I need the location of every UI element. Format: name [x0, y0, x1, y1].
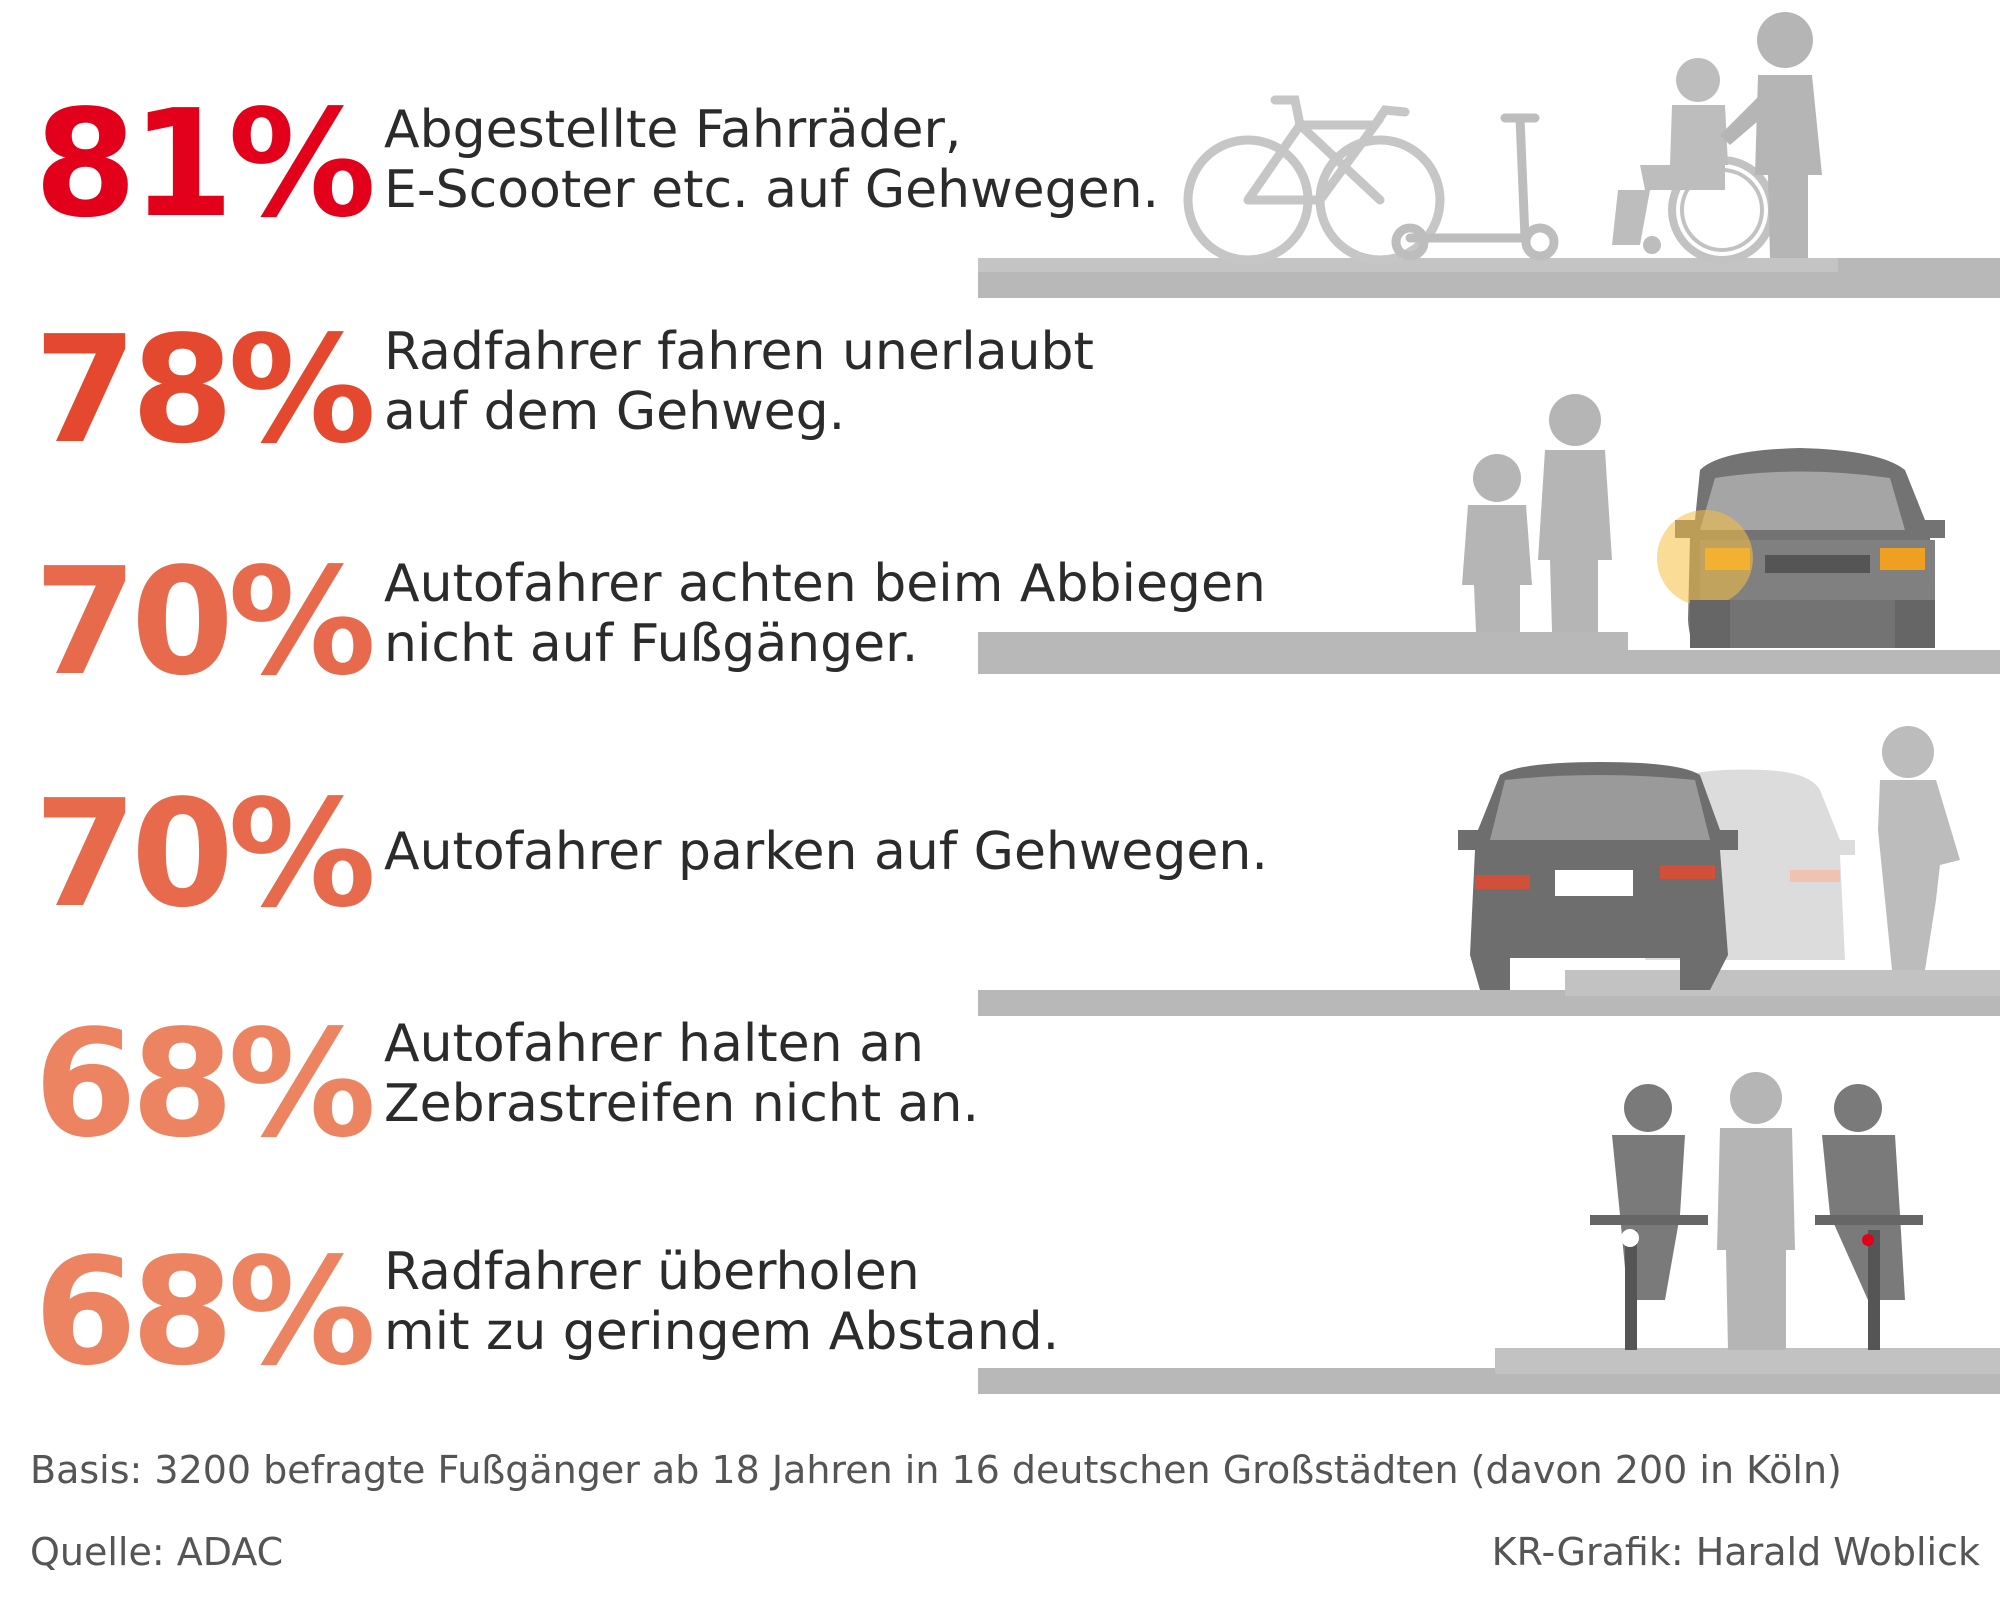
cyclist-icon: [1590, 1084, 1708, 1350]
stat-description: Radfahrer überholen mit zu geringem Abst…: [384, 1242, 1060, 1362]
credit-note: KR-Grafik: Harald Woblick: [1491, 1530, 1980, 1574]
stat-description: Radfahrer fahren unerlaubt auf dem Gehwe…: [384, 322, 1094, 442]
percent-value: 78%: [34, 304, 376, 476]
percent-value: 68%: [34, 998, 376, 1170]
percent-value: 70%: [34, 768, 376, 940]
sidewalk-2: [978, 650, 2000, 674]
e-scooter-icon: [1391, 113, 1559, 261]
pedestrian-icon: [1878, 726, 1960, 970]
source-note: Quelle: ADAC: [30, 1530, 284, 1574]
stat-description: Autofahrer achten beim Abbiegen nicht au…: [384, 554, 1266, 674]
cyclist-icon: [1815, 1084, 1923, 1350]
pedestrian-icon: [1717, 1072, 1795, 1350]
pedestrian-icon: [1462, 394, 1612, 632]
percent-value: 70%: [34, 536, 376, 708]
pedestrian-icon: [1720, 12, 1822, 258]
stat-description: Autofahrer halten an Zebrastreifen nicht…: [384, 1014, 980, 1134]
bicycle-icon: [1183, 95, 1445, 265]
wheelchair-icon: [1612, 58, 1776, 264]
stat-description: Abgestellte Fahrräder, E-Scooter etc. au…: [384, 100, 1160, 220]
car-front-icon: [1657, 448, 1945, 648]
stat-description: Autofahrer parken auf Gehwegen.: [384, 822, 1268, 882]
percent-value: 81%: [34, 78, 376, 250]
basis-note: Basis: 3200 befragte Fußgänger ab 18 Jah…: [30, 1448, 1842, 1492]
percent-value: 68%: [34, 1226, 376, 1398]
car-rear-icon: [1458, 762, 1738, 990]
